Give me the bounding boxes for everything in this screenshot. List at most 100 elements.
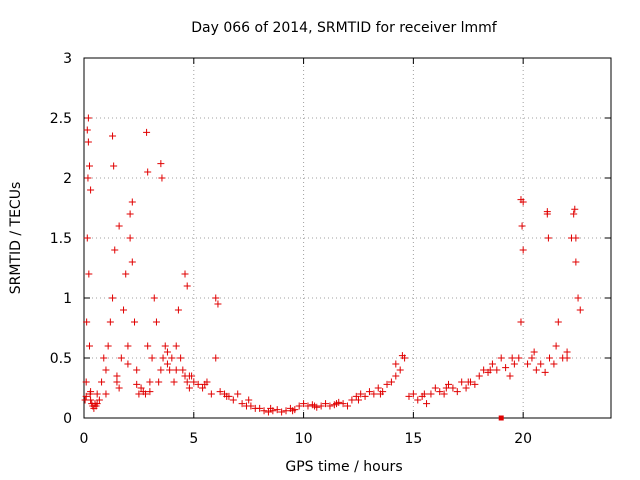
data-point [87, 186, 95, 194]
data-point [462, 384, 470, 392]
data-point [181, 270, 189, 278]
data-point [199, 384, 207, 392]
y-tick-label: 1.5 [50, 231, 72, 247]
data-point [148, 354, 156, 362]
data-point [300, 400, 308, 408]
data-point [141, 390, 149, 398]
data-point [183, 282, 191, 290]
data-point [194, 380, 202, 388]
data-point [82, 392, 90, 400]
data-point [392, 372, 400, 380]
grid [84, 58, 611, 418]
data-point [115, 384, 123, 392]
data-point [471, 380, 479, 388]
data-point [172, 342, 180, 350]
data-point [440, 390, 448, 398]
data-point [506, 372, 514, 380]
data-point [497, 354, 505, 362]
data-point [120, 306, 128, 314]
data-point [442, 384, 450, 392]
data-point [84, 114, 92, 122]
data-point [326, 402, 334, 410]
data-point [420, 390, 428, 398]
data-point [93, 400, 101, 408]
data-point [102, 390, 110, 398]
data-point [392, 360, 400, 368]
data-point [102, 366, 110, 374]
data-point [458, 378, 466, 386]
x-tick-labels: 0 5 10 15 20 [80, 431, 533, 447]
data-point [518, 222, 526, 230]
data-point [144, 168, 152, 176]
data-point [245, 396, 253, 404]
x-tick-label: 20 [514, 431, 532, 447]
y-tick-label: 3 [63, 51, 72, 67]
data-point [431, 384, 439, 392]
data-point [370, 390, 378, 398]
data-point [405, 392, 413, 400]
data-point [247, 402, 255, 410]
data-point [563, 354, 571, 362]
data-point [488, 360, 496, 368]
data-point [352, 392, 360, 400]
data-point [110, 162, 118, 170]
data-point [201, 380, 209, 388]
data-point [168, 354, 176, 362]
data-point [376, 390, 384, 398]
data-point [124, 342, 132, 350]
data-point [214, 300, 222, 308]
data-point [126, 210, 134, 218]
data-point [374, 384, 382, 392]
data-point [128, 258, 136, 266]
data-point-square [498, 415, 504, 421]
data-point [113, 372, 121, 380]
data-point [436, 388, 444, 396]
data-point [183, 378, 191, 386]
data-point [85, 270, 93, 278]
data-point [170, 378, 178, 386]
data-point [273, 406, 281, 414]
data-point [339, 400, 347, 408]
data-point [552, 342, 560, 350]
data-point [563, 348, 571, 356]
data-point [322, 400, 330, 408]
chart-title: Day 066 of 2014, SRMTID for receiver lmm… [191, 20, 498, 36]
data-point [317, 402, 325, 410]
data-point [256, 404, 264, 412]
data-point [510, 360, 518, 368]
data-point [146, 388, 154, 396]
data-point [93, 390, 101, 398]
data-point [572, 234, 580, 242]
data-point [354, 396, 362, 404]
data-point [357, 390, 365, 398]
x-tick-label: 5 [189, 431, 198, 447]
data-point [131, 318, 139, 326]
data-point [396, 366, 404, 374]
data-point [576, 306, 584, 314]
data-point [260, 407, 268, 415]
data-point [311, 402, 319, 410]
data-point [546, 354, 554, 362]
data-point [398, 352, 406, 360]
plot-frame [83, 57, 612, 419]
data-point [541, 368, 549, 376]
y-tick-label: 1 [63, 291, 72, 307]
data-point [216, 388, 224, 396]
data-point [161, 342, 169, 350]
data-point [480, 366, 488, 374]
data-point [84, 174, 92, 182]
data-point [475, 372, 483, 380]
data-point [427, 390, 435, 398]
data-point [295, 402, 303, 410]
data-point [179, 366, 187, 374]
data-point [117, 354, 125, 362]
data-point [98, 378, 106, 386]
data-point [185, 372, 193, 380]
data-point [152, 318, 160, 326]
data-point [223, 392, 231, 400]
data-point [453, 388, 461, 396]
data-point [238, 400, 246, 408]
data-point [158, 174, 166, 182]
data-point [172, 366, 180, 374]
